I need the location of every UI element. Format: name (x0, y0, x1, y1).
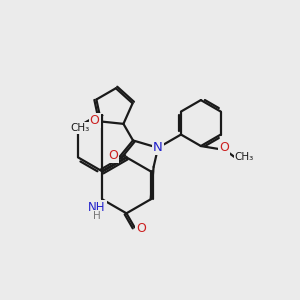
Text: O: O (90, 113, 100, 127)
Text: NH: NH (88, 201, 106, 214)
Text: CH₃: CH₃ (71, 123, 90, 133)
Text: CH₃: CH₃ (235, 152, 254, 162)
Text: N: N (153, 141, 163, 154)
Text: O: O (136, 222, 146, 235)
Text: O: O (108, 149, 118, 162)
Text: H: H (93, 211, 101, 220)
Text: O: O (219, 141, 229, 154)
